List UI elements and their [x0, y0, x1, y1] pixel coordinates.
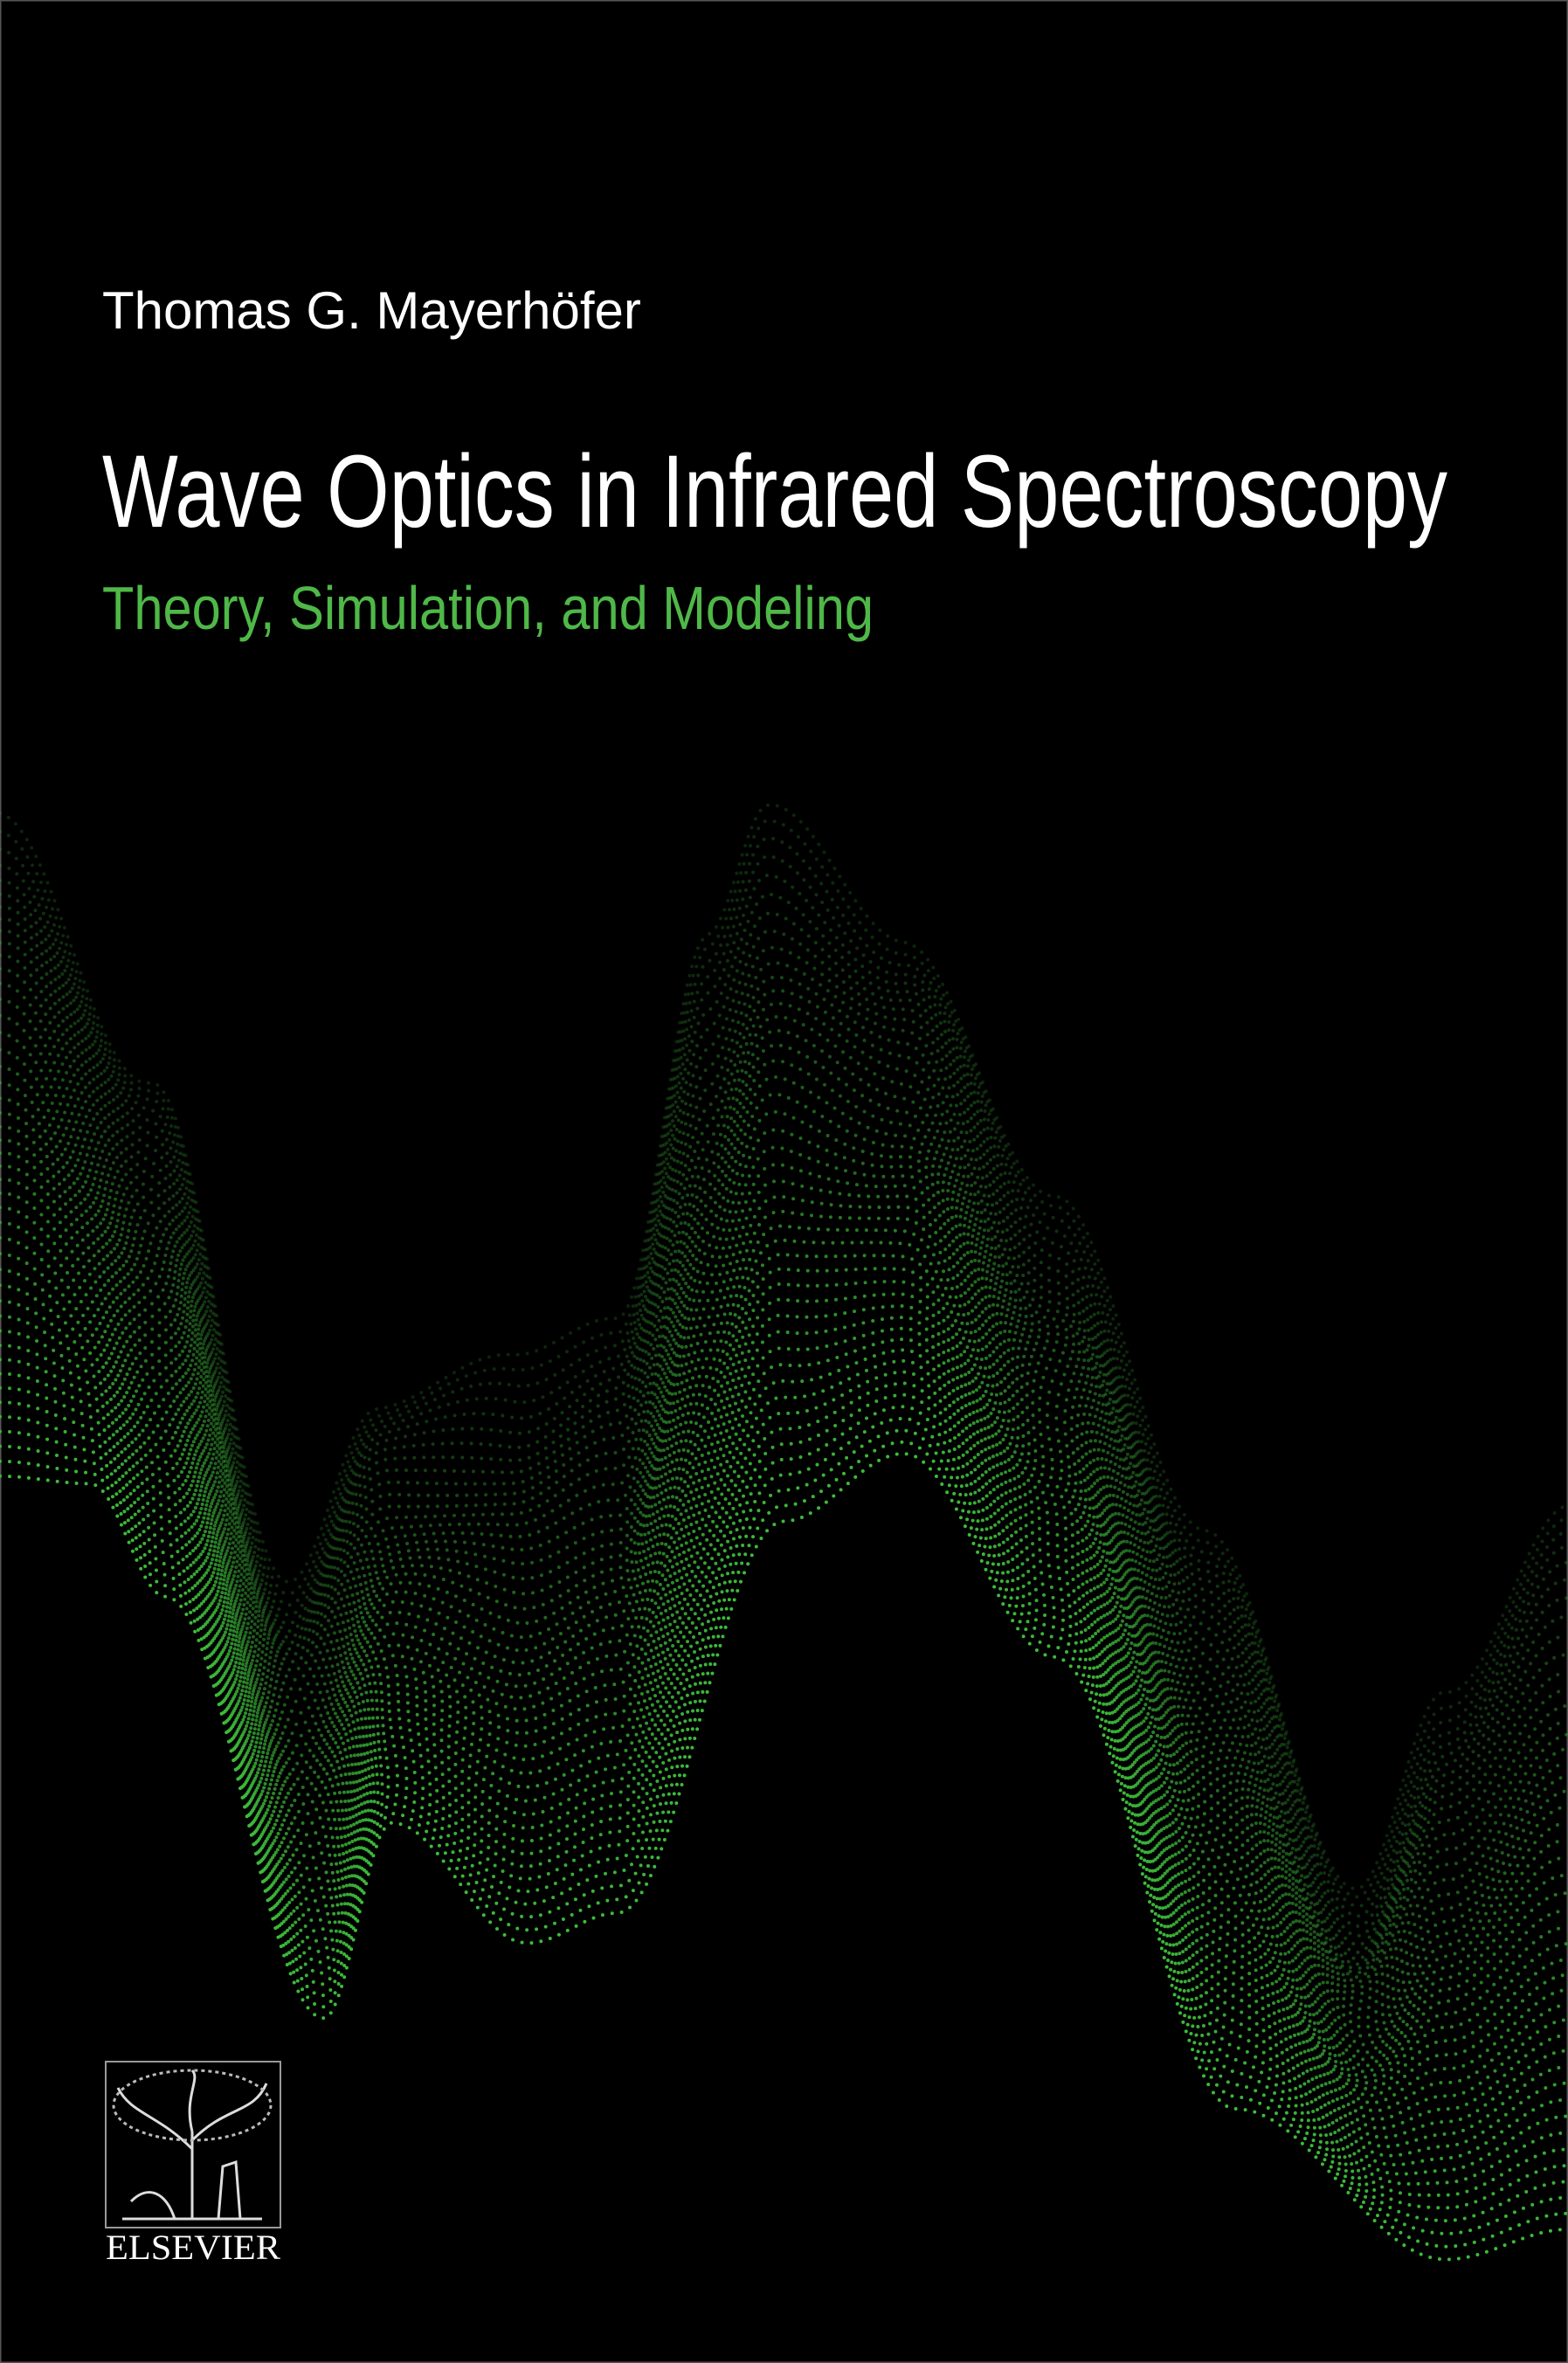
wave-dot-row [0, 1151, 1568, 2062]
wave-dot-row [0, 1124, 1568, 2047]
wave-dot-row [0, 916, 1568, 1955]
wave-dot-row [0, 1370, 1568, 2176]
wave-dot-row [0, 953, 1568, 1971]
publisher-logo [105, 2061, 281, 2228]
wave-dot-row [0, 1178, 1568, 2074]
wave-dot-row [0, 854, 1568, 1918]
publisher: ELSEVIER [106, 2228, 280, 2267]
wave-dot-row [0, 941, 1568, 1966]
wave-dot-row [0, 1138, 1568, 2055]
subtitle: Theory, Simulation, and Modeling [102, 574, 874, 642]
wave-dot-row [0, 967, 1568, 1975]
wave-dot-row [0, 1252, 1568, 2105]
wave-dot-row [0, 1344, 1568, 2158]
wave-dot-row [0, 892, 1568, 1938]
wave-dot-row [0, 1405, 1568, 2210]
wave-dot-row [0, 1047, 1568, 2003]
author: Thomas G. Mayerhöfer [102, 281, 641, 340]
wave-dot-row [0, 1283, 1568, 2122]
wave-dot-row [0, 836, 1568, 1909]
dotted-wave [0, 803, 1568, 2262]
wave-dot-row [0, 874, 1568, 1929]
wave-dot-row [0, 1206, 1568, 2085]
wave-dot-row [0, 1451, 1568, 2262]
title: Wave Optics in Infrared Spectroscopy [102, 434, 1447, 549]
wave-dot-row [0, 819, 1568, 1899]
wave-dot-row [0, 929, 1568, 1961]
wave-dot-row [0, 981, 1568, 1980]
wave-dot-row [0, 803, 1568, 1891]
wave-dot-row [0, 1314, 1568, 2139]
wave-dot-row [0, 1299, 1568, 2131]
wave-dot-row [0, 1111, 1568, 2039]
wave-dot-row [0, 997, 1568, 1984]
wave-dot-row [0, 1096, 1568, 2029]
wave-dot-row [0, 1428, 1568, 2235]
wave-dot-row [0, 1191, 1568, 2079]
wave-dot-row [0, 1392, 1568, 2197]
wave-dot-row [0, 1440, 1568, 2249]
wave-dot-row [0, 1358, 1568, 2166]
wave-dot-row [0, 1164, 1568, 2068]
